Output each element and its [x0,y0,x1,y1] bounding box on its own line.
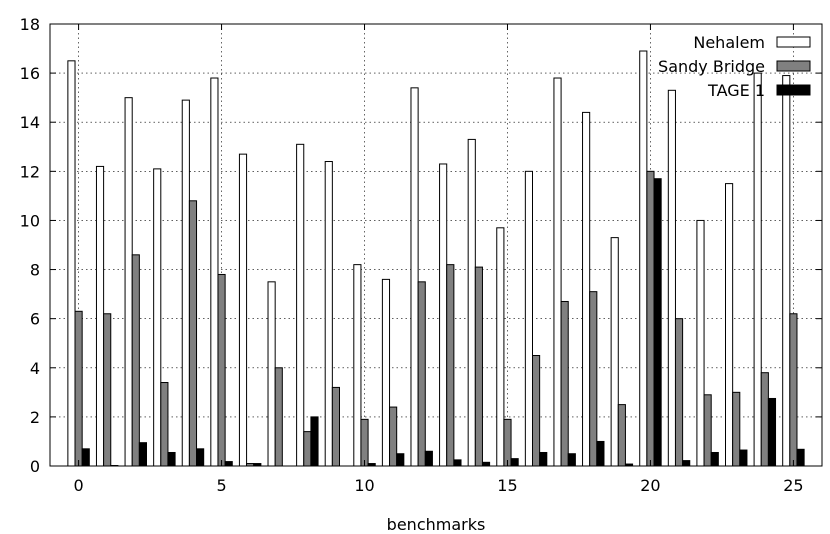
bar-tage-1 [596,440,605,467]
bar-nehalem [524,170,533,467]
y-tick-label: 18 [20,15,40,34]
bar-sandy-bridge [703,394,712,467]
y-tick-label: 0 [30,457,40,476]
bar-sandy-bridge [732,391,741,467]
bar-nehalem [153,168,162,467]
bar-tage-1 [310,416,319,467]
bar-sandy-bridge [646,170,655,467]
bar-sandy-bridge [617,404,626,467]
bar-nehalem [181,99,190,467]
bar-nehalem [610,237,619,467]
bars [67,50,805,467]
bar-sandy-bridge [389,406,398,467]
bar-tage-1 [510,458,519,467]
bar-nehalem [439,163,448,467]
bar-sandy-bridge [217,273,226,467]
bar-sandy-bridge [74,310,83,467]
bar-sandy-bridge [760,372,769,467]
bar-tage-1 [424,450,433,467]
bar-sandy-bridge [103,313,112,467]
bar-nehalem [639,50,648,467]
bar-tage-1 [653,178,662,467]
y-tick-label: 10 [20,211,40,230]
bar-nehalem [353,264,362,467]
bar-tage-1 [224,461,233,467]
bar-tage-1 [396,453,405,467]
x-tick-label: 5 [216,476,226,495]
bar-tage-1 [710,451,719,467]
bar-tage-1 [767,397,777,467]
bar-nehalem [782,75,791,467]
bar-nehalem [95,165,105,467]
bar-nehalem [238,153,248,467]
bar-tage-1 [539,451,548,467]
bar-tage-1 [739,449,748,467]
bar-tage-1 [138,442,148,467]
bar-sandy-bridge [303,431,312,467]
legend-label: Nehalem [693,33,765,52]
y-tick-label: 2 [30,408,40,427]
bar-sandy-bridge [589,291,598,467]
legend-swatch [776,60,811,72]
bar-sandy-bridge [674,318,684,467]
bar-tage-1 [167,451,176,467]
y-tick-label: 4 [30,359,40,378]
x-tick-label: 25 [783,476,803,495]
bar-sandy-bridge [503,418,512,467]
bar-nehalem [696,219,705,467]
y-tick-label: 6 [30,310,40,329]
bar-nehalem [124,97,133,467]
bar-nehalem [67,60,76,467]
bar-sandy-bridge [560,300,569,467]
y-tick-label: 8 [30,261,40,280]
bar-sandy-bridge [446,264,455,467]
legend-swatch [776,36,811,48]
bar-sandy-bridge [131,254,140,467]
legend-label: TAGE 1 [707,81,765,100]
bar-sandy-bridge [360,418,369,467]
bar-tage-1 [196,448,205,467]
bar-nehalem [582,111,591,467]
bar-nehalem [667,89,676,467]
bar-nehalem [467,138,476,467]
legend-label: Sandy Bridge [658,57,765,76]
bar-nehalem [553,77,562,467]
x-tick-label: 20 [640,476,660,495]
y-tick-label: 14 [20,113,40,132]
bar-nehalem [210,77,219,467]
x-tick-label: 0 [73,476,83,495]
bar-sandy-bridge [474,266,483,467]
bar-sandy-bridge [417,281,426,467]
bar-nehalem [381,278,391,467]
bar-nehalem [324,161,333,467]
bar-tage-1 [796,448,805,467]
bar-tage-1 [567,453,576,467]
bar-nehalem [267,281,276,467]
bar-nehalem [496,227,505,467]
plot-frame [49,23,823,467]
legend: Nehalem Sandy Bridge TAGE 1 [658,33,811,100]
bar-sandy-bridge [160,382,169,467]
y-tick-label: 16 [20,64,40,83]
bar-sandy-bridge [331,386,341,467]
bar-nehalem [753,72,762,467]
bar-sandy-bridge [274,367,283,467]
x-tick-label: 15 [497,476,517,495]
bar-nehalem [410,87,419,467]
bar-tage-1 [453,459,462,467]
bar-tage-1 [481,461,491,467]
legend-swatch [776,84,811,96]
x-tick-label: 10 [354,476,374,495]
bar-tage-1 [682,460,691,467]
bar-sandy-bridge [532,355,541,467]
bar-sandy-bridge [188,200,198,467]
x-axis-title: benchmarks [387,515,486,534]
bar-nehalem [296,143,305,467]
bar-nehalem [725,183,734,467]
axis-ticks: 0 2 4 6 8 10 12 14 16 18 0 5 10 15 20 25 [20,15,822,495]
y-tick-label: 12 [20,162,40,181]
bar-sandy-bridge [789,313,798,467]
bar-tage-1 [81,448,90,467]
